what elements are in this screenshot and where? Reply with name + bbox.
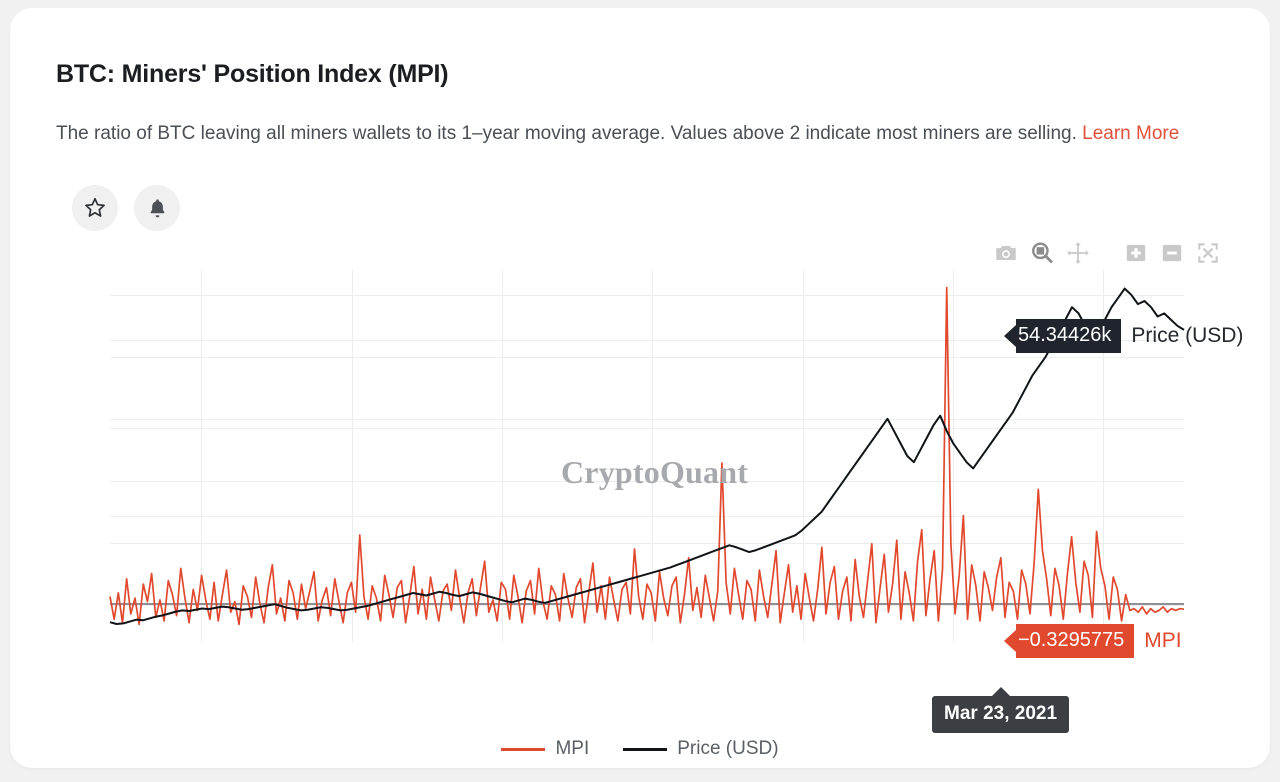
gridline-horizontal [110,427,1184,429]
plotly-modebar[interactable] [992,239,1222,267]
mpi-annotation: −0.3295775 MPI [1004,624,1182,658]
zoom-out-icon[interactable] [1158,239,1186,267]
alert-button[interactable] [134,185,180,231]
gridline-vertical [1103,270,1105,642]
zoom-in-icon[interactable] [1122,239,1150,267]
favorite-button[interactable] [72,185,118,231]
gridline-horizontal [110,515,1184,517]
series-canvas [109,286,1185,626]
gridline-horizontal [110,340,1184,342]
gridline-vertical [953,270,955,642]
gridline-vertical [652,270,654,642]
legend-label: MPI [555,738,590,759]
zoom-select-icon[interactable] [1028,239,1056,267]
price-annotation-value: 54.34426k [1016,319,1122,353]
gridline-horizontal [110,542,1184,544]
tooltip-pointer-icon [990,687,1011,697]
bell-icon [150,198,164,217]
pan-icon[interactable] [1064,239,1092,267]
legend-swatch [501,747,546,751]
learn-more-link[interactable]: Learn More [1082,123,1180,144]
star-icon [85,197,105,217]
date-tooltip-label: Mar 23, 2021 [944,703,1058,724]
legend-label: Price (USD) [677,738,779,759]
zero-line [110,603,1184,605]
page-title: BTC: Miners' Position Index (MPI) [56,60,449,88]
chart-description: The ratio of BTC leaving all miners wall… [56,116,1236,152]
chart-plot-area[interactable]: 05101510k20k30k40k50k60kMay 2020Jul 2020… [109,270,1185,642]
gridline-horizontal [110,294,1184,296]
gridline-horizontal [110,480,1184,482]
gridline-horizontal [110,356,1184,358]
gridline-horizontal [110,604,1184,606]
mpi-annotation-value: −0.3295775 [1016,624,1135,658]
gridline-horizontal [110,418,1184,420]
series-line-price-usd [109,287,1185,626]
annotation-arrow-icon [1004,630,1016,652]
date-tooltip: Mar 23, 2021 [932,687,1070,733]
download-camera-icon[interactable] [992,239,1020,267]
price-annotation-series: Price (USD) [1131,324,1244,347]
autoscale-icon[interactable] [1194,239,1222,267]
legend-item[interactable]: MPI [501,738,589,760]
gridline-vertical [502,270,503,642]
gridline-vertical [802,270,804,642]
gridline-vertical [201,270,203,642]
price-annotation: 54.34426k Price (USD) [1004,319,1243,353]
gridline-vertical [351,270,353,642]
chart-legend[interactable]: MPI Price (USD) [10,738,1270,760]
mpi-annotation-series: MPI [1144,629,1182,652]
legend-item[interactable]: Price (USD) [623,738,779,760]
series-line-mpi [109,286,1185,626]
chart-card: BTC: Miners' Position Index (MPI) The ra… [10,8,1270,768]
annotation-arrow-icon [1004,325,1016,347]
legend-swatch [623,747,668,751]
description-text: The ratio of BTC leaving all miners wall… [56,123,1083,144]
